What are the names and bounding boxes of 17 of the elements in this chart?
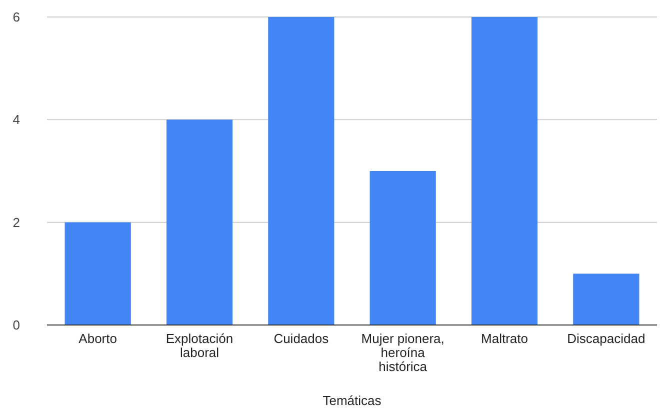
bar xyxy=(370,171,436,325)
bar xyxy=(471,17,538,325)
y-tick-label: 0 xyxy=(12,318,20,333)
x-tick-label: Mujer pionera, heroína histórica xyxy=(361,331,444,374)
x-tick-label: Discapacidad xyxy=(567,331,646,346)
x-tick-label: Cuidados xyxy=(274,331,330,346)
bar xyxy=(573,274,640,325)
x-axis-title: Temáticas xyxy=(322,393,382,408)
y-tick-label: 4 xyxy=(12,112,20,128)
bar xyxy=(268,17,334,325)
x-tick-label: Maltrato xyxy=(481,331,528,346)
x-tick-label: Aborto xyxy=(78,331,117,346)
y-tick-label: 6 xyxy=(12,10,20,25)
bar xyxy=(166,120,233,325)
x-tick-label: Explotación laboral xyxy=(166,331,234,360)
y-tick-label: 2 xyxy=(12,214,20,230)
bar xyxy=(64,222,131,325)
